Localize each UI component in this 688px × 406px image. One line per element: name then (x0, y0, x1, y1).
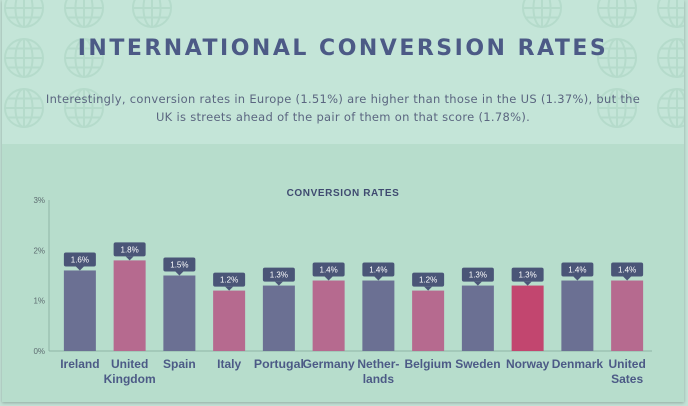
y-tick-label: 0% (33, 347, 45, 356)
value-label-tag (213, 272, 246, 291)
globe-icon (4, 0, 44, 28)
value-label: 1.3% (469, 271, 487, 280)
category-label: United (111, 357, 148, 371)
category-label: United (608, 357, 645, 371)
globe-icon (657, 38, 684, 78)
value-label-tag (611, 262, 644, 281)
value-label: 1.4% (618, 266, 636, 275)
bar (113, 260, 146, 351)
globe-icon (522, 0, 562, 28)
category-label: Denmark (552, 357, 604, 371)
bar (213, 290, 246, 351)
globe-icon (132, 0, 172, 28)
category-label: Sweden (455, 357, 500, 371)
value-label-tag (113, 242, 146, 261)
bar (511, 285, 544, 351)
category-label: lands (363, 372, 395, 386)
category-label: Germany (303, 357, 355, 371)
globe-icon (597, 38, 637, 78)
globe-icon (4, 38, 44, 78)
value-label: 1.4% (369, 266, 387, 275)
category-label: Belgium (404, 357, 451, 371)
value-label-tag (163, 257, 196, 276)
globe-icon (597, 0, 637, 28)
bar (561, 280, 594, 351)
category-label: Spain (163, 357, 196, 371)
bar (312, 280, 345, 351)
bar (262, 285, 295, 351)
bar (611, 280, 644, 351)
value-label: 1.4% (320, 266, 338, 275)
value-label-tag (412, 272, 445, 291)
value-label-tag (312, 262, 345, 281)
value-label-tag (362, 262, 395, 281)
bar (412, 290, 445, 351)
value-label: 1.5% (170, 261, 188, 270)
globe-pattern (4, 0, 684, 128)
value-label-tag (511, 267, 544, 286)
category-label: Kingdom (104, 372, 156, 386)
value-label: 1.6% (71, 255, 89, 264)
value-label: 1.8% (121, 245, 139, 254)
bar (362, 280, 395, 351)
value-label: 1.3% (270, 271, 288, 280)
header-panel: INTERNATIONAL CONVERSION RATES Interesti… (2, 0, 684, 144)
bar (461, 285, 494, 351)
globe-icon (64, 88, 104, 128)
category-label: Sates (611, 372, 643, 386)
page-title: INTERNATIONAL CONVERSION RATES (77, 36, 609, 61)
globe-icon (657, 88, 684, 128)
category-label: Nether- (357, 357, 399, 371)
value-label: 1.2% (220, 276, 238, 285)
globe-icon (64, 38, 104, 78)
y-tick-label: 1% (33, 297, 45, 306)
bar (163, 275, 196, 351)
chart-title: CONVERSION RATES (287, 188, 400, 199)
value-label-tag (561, 262, 594, 281)
y-tick-label: 2% (33, 246, 45, 255)
globe-icon (64, 0, 104, 28)
value-label: 1.4% (568, 266, 586, 275)
category-label: Italy (217, 357, 241, 371)
value-label-tag (262, 267, 295, 286)
value-label: 1.3% (519, 271, 537, 280)
globe-icon (4, 88, 44, 128)
category-label: Ireland (60, 357, 99, 371)
value-label-tag (461, 267, 494, 286)
category-label: Norway (506, 357, 550, 371)
bar (63, 270, 96, 351)
globe-icon (657, 0, 684, 28)
value-label-tag (63, 252, 96, 271)
intro-text: Interestingly, conversion rates in Europ… (45, 92, 641, 124)
category-label: Portugal (254, 357, 304, 371)
y-tick-label: 3% (33, 196, 45, 205)
value-label: 1.2% (419, 276, 437, 285)
conversion-rate-chart: CONVERSION RATES 0% 1% 2% 3% 1.6% Ireland 1.8… (33, 188, 652, 386)
globe-icon (597, 88, 637, 128)
